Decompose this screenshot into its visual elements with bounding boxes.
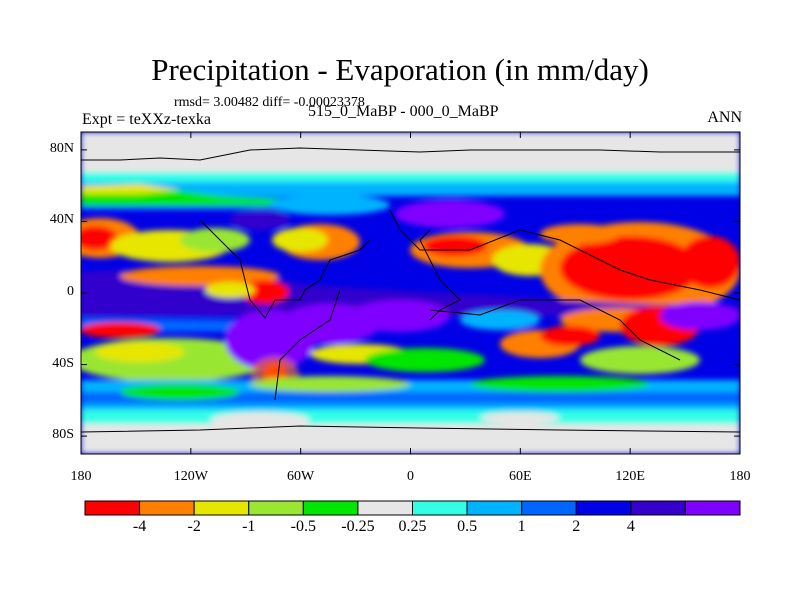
colorbar-label: 2	[572, 518, 581, 535]
colorbar-swatch	[193, 500, 250, 516]
field-contours	[81, 132, 740, 454]
colorbar-label: 4	[626, 518, 635, 535]
lon-tick-label: 120W	[173, 469, 208, 484]
period-label: 515_0_MaBP - 000_0_MaBP	[308, 103, 499, 120]
lat-tick-label: 0	[67, 284, 74, 299]
colorbar-label: -4	[132, 518, 147, 535]
colorbar-label: -0.25	[341, 518, 375, 535]
colorbar-swatch	[412, 500, 468, 516]
coastlines	[81, 147, 740, 433]
colorbar-swatch	[684, 500, 741, 516]
lat-tick-label: 40S	[52, 355, 74, 371]
colorbar-swatch	[248, 500, 304, 516]
experiment-label: Expt = teXXz-texka	[82, 111, 211, 128]
lat-tick-label: 80N	[49, 140, 74, 156]
colorbar-label: -2	[187, 518, 201, 535]
colorbar-swatch	[357, 500, 413, 516]
lon-tick-label: 60W	[287, 469, 315, 484]
colorbar-label: 0.25	[398, 518, 427, 535]
lon-tick-label: 180	[70, 469, 92, 484]
colorbar-label: -1	[242, 518, 256, 535]
colorbar-label: 1	[517, 518, 526, 535]
lon-tick-label: 0	[407, 469, 414, 484]
lat-tick-label: 80S	[52, 427, 74, 443]
colorbar-swatch	[84, 500, 141, 516]
lon-tick-label: 60E	[509, 469, 532, 484]
chart-title: Precipitation - Evaporation (in mm/day)	[151, 52, 649, 87]
colorbar-swatch	[521, 500, 577, 516]
colorbar-swatch	[302, 500, 359, 516]
colorbar-label: 0.5	[457, 518, 478, 535]
lon-tick-label: 120E	[615, 469, 645, 484]
colorbar-label: -0.5	[290, 518, 316, 535]
colorbar-swatch	[630, 500, 686, 516]
colorbar-swatch	[466, 500, 523, 516]
colorbar	[84, 500, 741, 516]
lat-tick-label: 40N	[49, 212, 74, 228]
stats-line: rmsd= 3.00482 diff= -0.00023378	[174, 95, 365, 110]
colorbar-swatch	[139, 500, 195, 516]
season-label: ANN	[707, 109, 742, 126]
lon-tick-label: 180	[729, 469, 751, 484]
map-field	[81, 132, 740, 454]
colorbar-swatch	[575, 500, 632, 516]
